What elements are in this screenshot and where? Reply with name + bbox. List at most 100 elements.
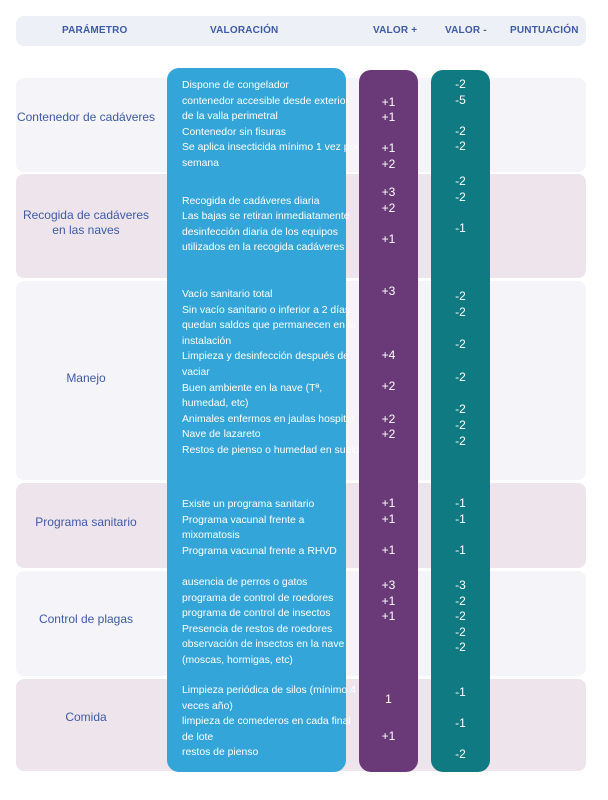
valoracion-line: Nave de lazareto — [182, 429, 261, 441]
valoracion-line: de la valla perimetral — [182, 111, 278, 123]
valor-plus: +1 — [381, 609, 396, 624]
valor-plus: +4 — [381, 347, 396, 362]
header-puntuacion: PUNTUACIÓN — [510, 25, 579, 36]
valor-plus: +2 — [381, 378, 396, 393]
valor-minus — [431, 155, 490, 171]
valoracion-line: Contenedor sin fisuras — [182, 126, 286, 138]
valor-plus: +1 — [381, 94, 396, 109]
valor-plus — [359, 443, 418, 459]
valor-plus — [359, 640, 418, 656]
valor-minus — [431, 353, 490, 370]
valor-minus: -1 — [455, 496, 466, 510]
valor-plus-list: +1 +1 +1 — [359, 496, 418, 558]
valor-minus: -2 — [455, 624, 466, 639]
valoracion-line: programa de control de roedores — [182, 592, 334, 604]
header-valor-minus: VALOR - — [445, 25, 487, 36]
valoracion-line: mixomatosis — [182, 530, 240, 542]
valor-minus — [431, 701, 490, 717]
valor-plus — [359, 315, 418, 331]
valor-minus: -2 — [455, 289, 466, 303]
valor-plus-list: +3 +2 +1 — [359, 185, 418, 263]
valor-minus — [431, 527, 490, 543]
header-valor-plus: VALOR + — [373, 25, 418, 36]
valor-plus — [359, 745, 418, 761]
valor-plus — [359, 79, 418, 95]
valoracion-line: quedan saldos que permanecen en la — [182, 320, 356, 332]
valor-plus — [359, 247, 418, 263]
valor-minus: -2 — [455, 77, 466, 91]
valor-minus: -2 — [455, 139, 466, 154]
valor-plus — [359, 527, 418, 543]
valor-plus-column — [359, 70, 418, 772]
parametro-label: Recogida de cadáveres en las naves — [22, 208, 150, 237]
parametro-label: Control de plagas — [38, 612, 134, 626]
valor-minus-list: -2 -2 -1 — [431, 174, 490, 252]
valor-plus: 1 — [385, 691, 392, 706]
valoracion-line: ausencia de perros o gatos — [182, 577, 308, 588]
valoracion-line: de lote — [182, 731, 214, 743]
valoracion-column — [167, 68, 346, 772]
valoracion-list: Existe un programa sanitario Programa va… — [182, 497, 344, 559]
valor-plus: +3 — [381, 578, 396, 592]
valor-minus: -2 — [455, 304, 466, 319]
valor-plus — [359, 216, 418, 232]
valor-plus — [359, 363, 418, 379]
valor-minus: -1 — [455, 542, 466, 557]
valor-minus: -2 — [455, 189, 466, 204]
valoracion-line: humedad, etc) — [182, 398, 249, 410]
valor-plus-list: +3 +4 +2 +2 +2 — [359, 284, 418, 458]
valoracion-line: programa de control de insectos — [182, 608, 331, 620]
valor-minus — [431, 320, 490, 337]
valor-minus: -5 — [455, 92, 466, 107]
valor-plus-list: 1 +1 — [359, 676, 418, 760]
valor-plus — [359, 656, 418, 672]
valoracion-line: Programa vacunal frente a RHVD — [182, 545, 337, 557]
valor-plus — [359, 395, 418, 412]
header-valoracion: VALORACIÓN — [210, 25, 279, 36]
valor-minus: -2 — [455, 337, 466, 352]
valoracion-line: vaciar — [182, 366, 210, 378]
valor-minus: -1 — [455, 685, 466, 699]
valor-minus-list: -2 -5 -2 -2 — [431, 77, 490, 171]
valor-minus-list: -1 -1 -1 — [431, 496, 490, 558]
valoracion-list: ausencia de perros o gatos programa de c… — [182, 575, 344, 669]
valor-minus — [431, 236, 490, 252]
valor-plus: +1 — [381, 511, 396, 526]
valoracion-line: Programa vacunal frente a — [182, 514, 305, 526]
valor-minus: -1 — [455, 716, 466, 731]
valoracion-line: Recogida de cadáveres diaria — [182, 195, 320, 207]
valor-minus: -2 — [455, 369, 466, 384]
valoracion-line: Animales enfermos en jaulas hospital — [182, 413, 355, 425]
valoracion-line: contenedor accesible desde exterior — [182, 95, 349, 107]
valor-minus: -2 — [455, 174, 466, 188]
valor-plus — [359, 331, 418, 348]
valoracion-line: Las bajas se retiran inmediatamente — [182, 211, 350, 223]
parametro-label: Programa sanitario — [35, 515, 137, 529]
valor-minus — [431, 108, 490, 124]
valor-minus: -2 — [455, 402, 466, 417]
valor-minus-list: -3 -2 -2 -2 -2 — [431, 578, 490, 672]
valoracion-line: instalación — [182, 335, 232, 347]
table-header: PARÁMETRO VALORACIÓN VALOR + VALOR - PUN… — [16, 16, 586, 46]
valoracion-line: observación de insectos en la nave — [182, 639, 345, 651]
valoracion-line: Buen ambiente en la nave (Tª, — [182, 382, 323, 394]
valoracion-line: limpieza de comederos en cada final — [182, 716, 351, 728]
valor-minus-list: -2 -2 -2 -2 -2 -2 -2 — [431, 289, 490, 465]
valor-minus: -1 — [455, 220, 466, 235]
valoracion-line: Restos de pienso o humedad en suelo — [182, 444, 360, 456]
valor-plus: +1 — [381, 110, 396, 125]
valor-plus — [359, 300, 418, 316]
valor-plus — [359, 714, 418, 730]
valor-minus — [431, 732, 490, 748]
valor-minus: -2 — [455, 747, 466, 762]
valoracion-line: semana — [182, 157, 219, 169]
valor-minus: -2 — [455, 609, 466, 624]
valoracion-line: Se aplica insecticida mínimo 1 vez por — [182, 142, 359, 154]
valoracion-line: Presencia de restos de roedores — [182, 623, 333, 635]
valor-plus: +1 — [381, 593, 396, 608]
parametro-label: Comida — [65, 710, 107, 724]
valor-plus: +3 — [381, 185, 396, 199]
valor-minus: -2 — [455, 433, 466, 448]
valor-plus: +1 — [381, 729, 396, 744]
valor-minus: -3 — [455, 578, 466, 592]
